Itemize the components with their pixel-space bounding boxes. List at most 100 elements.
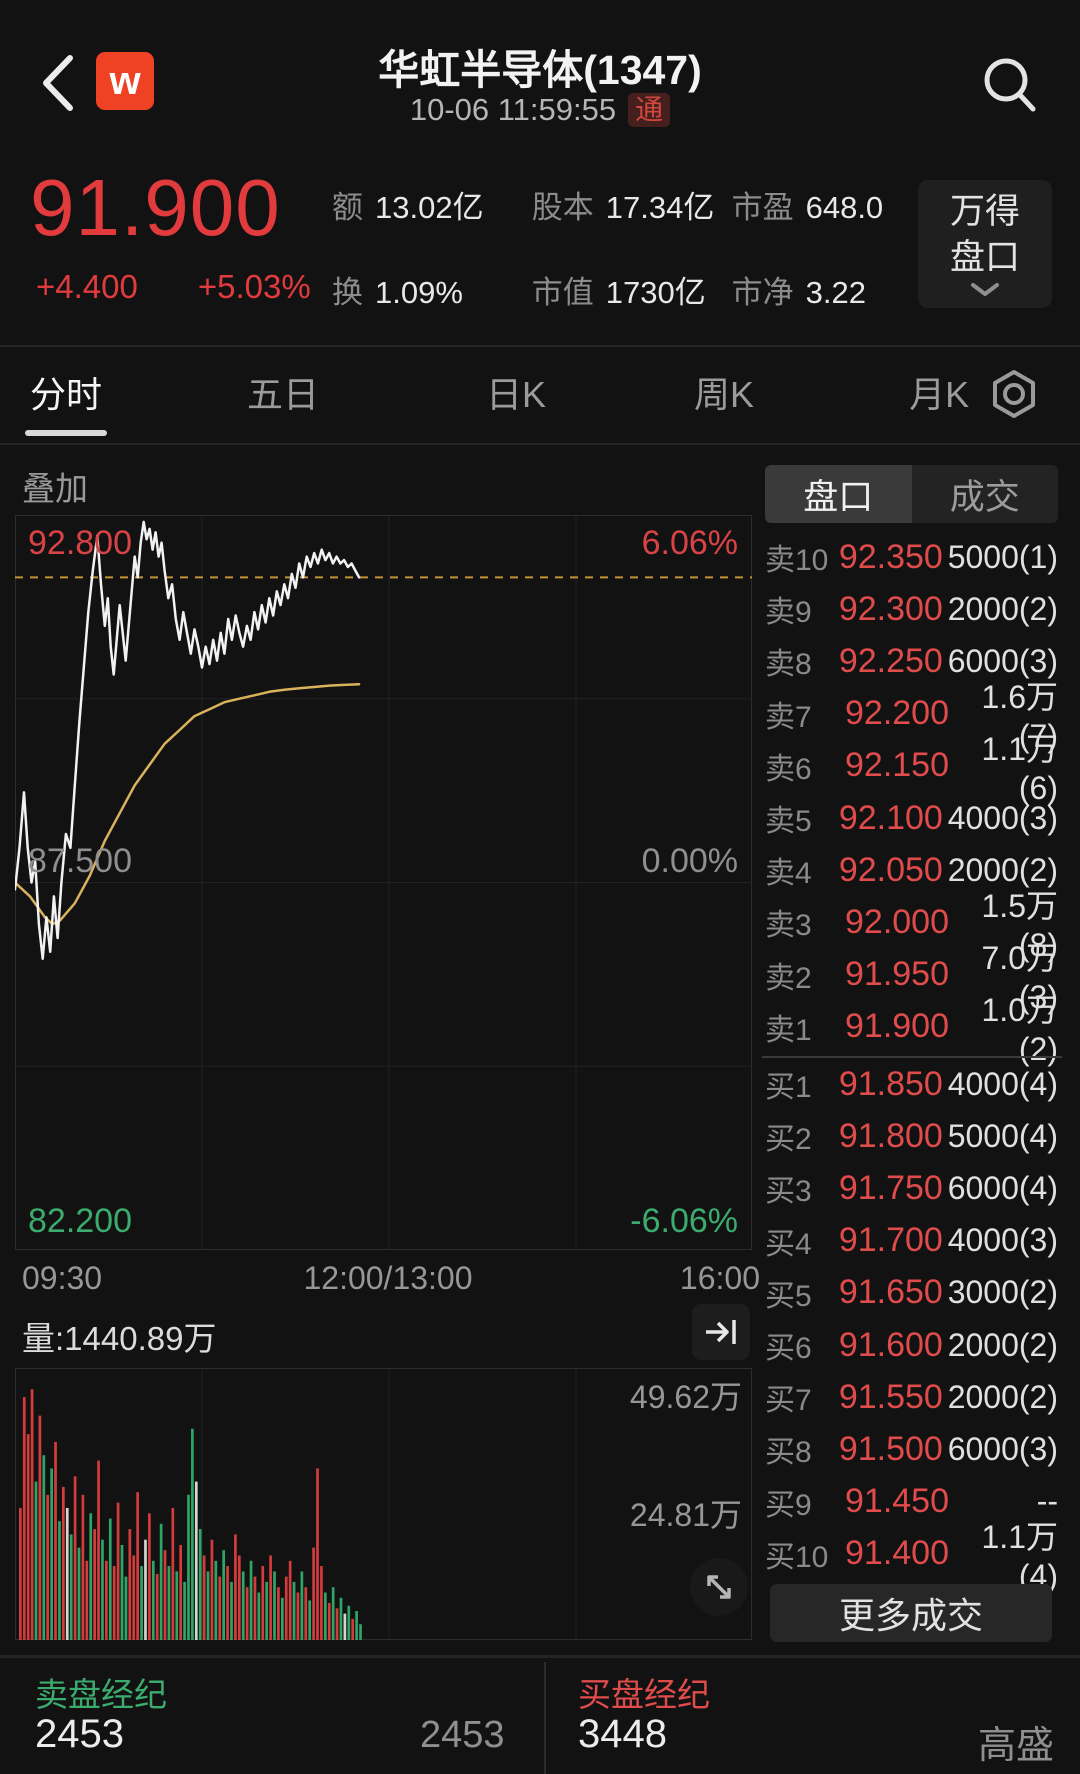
book-level-label: 买1 [765, 1071, 812, 1104]
book-volume: 1.5万(8) [981, 887, 1059, 963]
search-button[interactable] [980, 54, 1040, 121]
volume-grid-mid-label: 24.81万 [629, 1497, 742, 1533]
book-volume: -- [1036, 1483, 1058, 1520]
last-price: 91.900 [30, 163, 281, 252]
buy-broker-count: 3448 [578, 1712, 667, 1756]
book-volume: 1.6万(7) [981, 679, 1059, 755]
stat-label: 市盈 [731, 190, 794, 225]
price-change: +4.400 [36, 268, 138, 305]
book-volume: 1.1万(6) [981, 731, 1059, 807]
stat-value: 1.09% [375, 275, 463, 310]
book-level-label: 买6 [765, 1332, 812, 1365]
sell-row-9[interactable]: 卖2 91.950 7.0万(3) [765, 940, 1058, 1015]
tab-五日[interactable]: 五日 [247, 374, 320, 415]
buy-row-3[interactable]: 买3 91.750 6000(4) [765, 1162, 1058, 1214]
tab-月K[interactable]: 月K [909, 374, 970, 415]
sell-row-4[interactable]: 卖7 92.200 1.6万(7) [765, 679, 1058, 754]
sell-row-3[interactable]: 卖8 92.250 6000(3) [765, 635, 1058, 687]
stat-label: 换 [332, 275, 363, 310]
book-volume: 6000(3) [947, 1430, 1058, 1467]
jump-to-latest-button[interactable] [692, 1304, 750, 1360]
buy-row-9[interactable]: 买9 91.450 -- [765, 1476, 1058, 1528]
divider [0, 1655, 1080, 1658]
book-price: 92.300 [838, 589, 943, 628]
active-tab-underline [25, 430, 107, 436]
stat-label: 股本 [531, 190, 594, 225]
more-trades-button[interactable]: 更多成交 [770, 1584, 1052, 1642]
volume-chart[interactable] [15, 1368, 752, 1640]
back-chevron-icon [43, 55, 73, 111]
sell-broker-title[interactable]: 卖盘经纪 [35, 1676, 167, 1713]
stat-item-4: 市值 1730亿 [532, 267, 732, 312]
stat-value: 13.02亿 [375, 190, 484, 225]
volume-grid-top-label: 49.62万 [629, 1379, 742, 1415]
book-price: 91.800 [838, 1116, 943, 1155]
tab-日K[interactable]: 日K [486, 374, 547, 415]
sell-row-2[interactable]: 卖9 92.300 2000(2) [765, 583, 1058, 635]
book-volume: 6000(3) [947, 642, 1058, 679]
buy-row-1[interactable]: 买1 91.850 4000(4) [765, 1058, 1058, 1110]
orderbook-tab-bar: 盘口 成交 [765, 465, 1058, 523]
chart-settings-button[interactable] [988, 368, 1040, 425]
time-axis-close: 16:00 [679, 1260, 760, 1296]
book-price: 91.550 [838, 1377, 943, 1416]
buy-broker-title[interactable]: 买盘经纪 [578, 1676, 710, 1713]
book-price: 91.500 [838, 1429, 943, 1468]
quote-stats-grid: 额 13.02亿 股本 17.34亿 市盈 648.0 换 1.09% 市值 1730亿 市净 3.2… [332, 182, 932, 312]
stat-value: 1730亿 [605, 275, 706, 310]
book-level-label: 卖7 [765, 700, 812, 734]
expand-diagonal-icon [707, 1575, 731, 1599]
book-level-label: 卖10 [765, 544, 829, 577]
buy-row-10[interactable]: 买10 91.400 1.1万(4) [765, 1519, 1058, 1594]
sell-row-6[interactable]: 卖5 92.100 4000(3) [765, 792, 1058, 844]
book-price: 92.000 [845, 902, 949, 941]
tab-trades[interactable]: 成交 [911, 465, 1058, 523]
stat-item-5: 市净 3.22 [732, 267, 932, 312]
buy-row-2[interactable]: 买2 91.800 5000(4) [765, 1110, 1058, 1162]
tab-order-book[interactable]: 盘口 [765, 465, 912, 523]
book-volume: 5000(4) [947, 1117, 1058, 1154]
time-axis-open: 09:30 [22, 1260, 103, 1296]
buy-row-7[interactable]: 买7 91.550 2000(2) [765, 1371, 1058, 1423]
book-level-label: 卖3 [765, 909, 812, 943]
intraday-price-chart[interactable] [15, 515, 752, 1250]
sell-row-8[interactable]: 卖3 92.000 1.5万(8) [765, 888, 1058, 963]
book-price: 92.200 [845, 694, 949, 733]
sell-row-7[interactable]: 卖4 92.050 2000(2) [765, 844, 1058, 896]
overlay-button[interactable]: 叠加 [22, 470, 88, 507]
expand-chart-button[interactable] [690, 1558, 748, 1616]
buy-row-5[interactable]: 买5 91.650 3000(2) [765, 1267, 1058, 1319]
divider [0, 443, 1080, 445]
tab-分时[interactable]: 分时 [25, 352, 107, 444]
tab-周K[interactable]: 周K [694, 374, 755, 415]
chevron-down-icon [971, 282, 999, 296]
price-change-row: +4.400 +5.03% [36, 268, 311, 306]
sell-row-1[interactable]: 卖10 92.350 5000(1) [765, 531, 1058, 583]
stat-item-3: 换 1.09% [332, 267, 532, 312]
buy-row-6[interactable]: 买6 91.600 2000(2) [765, 1319, 1058, 1371]
price-change-pct: +5.03% [197, 268, 311, 305]
book-level-label: 买8 [765, 1436, 812, 1470]
stat-item-1: 股本 17.34亿 [532, 182, 732, 227]
book-price: 92.150 [845, 746, 949, 785]
buy-row-8[interactable]: 买8 91.500 6000(3) [765, 1423, 1058, 1475]
book-level-label: 卖2 [765, 961, 812, 995]
sell-row-5[interactable]: 卖6 92.150 1.1万(6) [765, 731, 1058, 806]
buy-row-4[interactable]: 买4 91.700 4000(3) [765, 1215, 1058, 1267]
book-price: 91.650 [838, 1273, 943, 1312]
wind-app-logo[interactable]: w [96, 52, 154, 110]
book-level-label: 买4 [765, 1227, 812, 1261]
wind-order-panel-button[interactable]: 万得 盘口 [918, 180, 1052, 308]
stat-item-0: 额 13.02亿 [332, 182, 532, 227]
panel-button-line2: 盘口 [949, 238, 1020, 277]
book-level-label: 买7 [765, 1384, 812, 1418]
book-volume: 1.1万(4) [981, 1519, 1059, 1595]
book-price: 91.400 [845, 1534, 949, 1573]
book-volume: 5000(1) [947, 538, 1058, 575]
book-level-label: 卖5 [765, 805, 812, 838]
sell-row-10[interactable]: 卖1 91.900 1.0万(2) [765, 992, 1058, 1067]
divider [0, 345, 1080, 347]
book-level-label: 卖1 [765, 1013, 812, 1047]
back-button[interactable] [36, 52, 82, 119]
